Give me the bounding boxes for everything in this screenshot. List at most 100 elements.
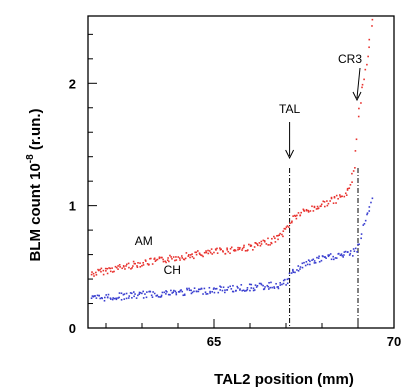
data-point [165,290,167,292]
data-point [349,250,352,252]
data-point [213,287,215,289]
data-point [104,267,107,270]
data-point [103,299,106,302]
data-point [139,262,141,264]
data-point [260,283,263,286]
data-point [301,266,304,269]
data-point [283,227,286,230]
data-point [316,256,318,259]
data-point [137,262,139,264]
data-point [174,259,176,262]
data-point [94,295,96,297]
data-point [120,292,123,295]
data-point [340,253,343,255]
data-point [170,289,172,292]
data-point [188,287,190,290]
data-point [290,221,293,224]
data-point [195,251,198,254]
data-point [197,290,200,293]
data-point [248,243,250,246]
data-point [353,250,356,253]
data-point [276,235,278,237]
data-point [330,258,333,261]
data-point [205,250,207,252]
data-point [149,290,152,293]
data-point [233,250,236,252]
data-point [130,268,132,270]
data-point [179,259,181,261]
data-point [224,252,227,255]
data-point [166,291,168,293]
data-point [227,250,230,253]
data-point [131,267,133,269]
data-point [189,254,192,256]
data-point [358,243,360,246]
data-point [318,260,321,263]
data-point [216,247,218,250]
data-point [281,283,283,286]
data-point [355,138,358,141]
data-point [354,150,357,152]
data-point [252,289,255,292]
data-point [346,189,349,191]
data-point [285,284,287,286]
data-point [279,232,281,235]
data-point [198,252,201,255]
data-point [335,194,338,197]
data-point [144,259,147,261]
data-point [356,251,358,253]
data-point [230,288,233,290]
data-point [160,294,163,297]
data-point [193,257,195,260]
data-point [169,254,171,257]
data-point [313,206,316,209]
data-point [244,290,246,292]
data-point [215,287,218,290]
data-point [286,282,289,285]
data-point [155,295,158,297]
data-point [157,296,160,298]
data-point [216,252,219,254]
data-point [279,284,282,286]
data-point [270,242,273,245]
data-point [265,243,268,245]
data-point [337,252,340,255]
series-label: CH [164,263,181,277]
data-point [180,289,182,291]
data-point [203,251,206,254]
x-tick-label: 70 [387,334,401,349]
data-point [232,249,235,252]
data-point [366,212,369,214]
data-point [117,297,119,299]
data-point [114,265,117,268]
data-point [222,250,224,252]
data-point [119,266,121,268]
data-point [302,208,305,211]
data-point [259,244,262,247]
data-point [185,252,188,254]
data-point [153,257,156,260]
data-point [127,297,130,299]
data-point [332,255,335,258]
data-point [288,272,291,275]
data-point [320,203,323,206]
data-point [327,254,330,256]
data-point [122,265,125,267]
data-point [271,286,273,289]
data-point [255,242,257,245]
data-point [148,290,150,293]
data-point [191,255,194,258]
data-point [142,264,145,266]
data-point [171,292,174,294]
data-point [329,200,331,202]
data-point [243,246,245,249]
data-point [175,259,178,261]
data-point [224,291,226,294]
data-point [368,46,370,49]
data-point [305,261,308,263]
data-point [159,296,162,298]
data-point [199,288,201,291]
data-point [360,102,362,104]
data-point [109,297,112,300]
data-point [125,263,128,266]
